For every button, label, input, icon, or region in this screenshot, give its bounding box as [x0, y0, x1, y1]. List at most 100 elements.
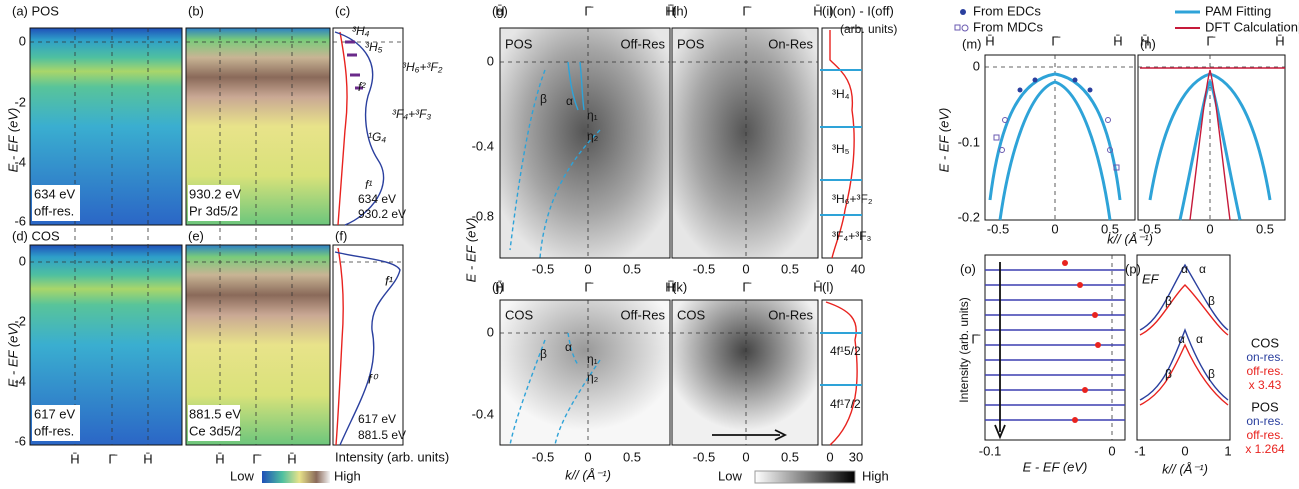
tick-label: 0 [584, 449, 591, 464]
map-h [672, 28, 818, 258]
label: 4f¹5/2 [830, 344, 861, 358]
tick-label: -0.5 [693, 261, 715, 276]
label: β [1208, 294, 1215, 308]
panel-label: (e) [188, 228, 204, 243]
label: Pr 3d5/2 [189, 203, 238, 218]
colorbar-title: Intensity (arb. units) [335, 449, 449, 464]
label: η₁ [587, 108, 598, 122]
tick-label: -0.4 [472, 406, 494, 421]
label: η₂ [587, 370, 599, 384]
tick-label: -0.5 [987, 221, 1009, 236]
panel-label: (f) [335, 228, 347, 243]
label: x 1.264 [1245, 442, 1285, 456]
tick-label: -0.8 [472, 208, 494, 223]
tick-label: 30 [849, 449, 863, 464]
label: ³F₄+³F₃ [832, 229, 872, 243]
tick-label: 0 [584, 261, 591, 276]
panel-label: (l) [822, 279, 834, 294]
curves [334, 30, 1285, 446]
label: α [1181, 262, 1188, 276]
label: 634 eV [358, 192, 396, 206]
tick-label: -1 [1134, 443, 1146, 458]
tick-label: H̄ [215, 451, 224, 466]
label: COS [1251, 335, 1280, 350]
tick-label: 0 [973, 58, 980, 73]
label: POS [677, 36, 705, 51]
tick-label: -0.5 [532, 449, 554, 464]
tick-label: H̄ [813, 279, 822, 294]
label: POS [505, 36, 533, 51]
panel-label: (a) POS [12, 3, 59, 18]
panel-label: (i) [822, 3, 834, 18]
panel-label: (n) [1140, 36, 1156, 51]
tick-label: -0.1 [958, 134, 980, 149]
label: 930.2 eV [189, 186, 241, 201]
tick-label: H̄ [143, 451, 152, 466]
label: α [1199, 262, 1206, 276]
label: ³H₅ [365, 40, 383, 54]
panel-label: (b) [188, 3, 204, 18]
label: On-Res [768, 307, 813, 322]
panel-label: (o) [960, 261, 976, 276]
tick-label: 40 [851, 261, 865, 276]
tick-label: Γ̄ [742, 279, 751, 294]
label: Off-Res [620, 307, 665, 322]
label: ³H₅ [832, 142, 850, 156]
label: k// (Å⁻¹) [1162, 461, 1208, 476]
tick-label: 0 [19, 33, 26, 48]
label: E - EF (eV) [463, 218, 478, 283]
tick-label: H̄ [813, 3, 822, 18]
label: off-res. [34, 203, 74, 218]
panel-label: (d) COS [12, 228, 60, 243]
tick-label: 0 [826, 449, 833, 464]
label: f² [358, 80, 366, 94]
label: E - EF (eV) [1023, 459, 1088, 474]
tick-label: H̄ [665, 279, 674, 294]
label: ³F₄+³F₃ [392, 107, 431, 121]
tick-label: 0.5 [781, 449, 799, 464]
label: α [565, 340, 572, 354]
tick-label: 1 [1224, 443, 1231, 458]
panel-label: (h) [672, 3, 688, 18]
label: off-res. [34, 423, 74, 438]
tick-label: H̄ [1113, 33, 1122, 48]
label: I(on) - I(off) [829, 3, 894, 18]
tick-label: Γ̄ [252, 451, 261, 466]
label: (arb. units) [840, 22, 897, 36]
label: ³H₄ [352, 24, 370, 38]
tick-label: H̄ [985, 33, 994, 48]
label: f¹ [365, 178, 372, 192]
panel-label: (p) [1125, 261, 1141, 276]
tick-label: Γ̄ [584, 279, 593, 294]
panel-label: (m) [962, 36, 982, 51]
tick-label: Γ̄ [584, 3, 593, 18]
tick-label: 0 [1108, 443, 1115, 458]
label: α [1196, 332, 1203, 346]
tick-label: 0.5 [623, 449, 641, 464]
tick-label: H̄ [70, 451, 79, 466]
frames [29, 27, 1286, 446]
panel-label: (j) [492, 279, 504, 294]
tick-label: H̄ [1275, 33, 1284, 48]
tick-label: -6 [14, 213, 26, 228]
tick-label: Γ̄ [742, 3, 751, 18]
label: β [540, 92, 547, 106]
label: 617 eV [34, 406, 76, 421]
tick-label: -0.4 [472, 138, 494, 153]
label: On-Res [768, 36, 813, 51]
tick-label: Γ̄ [108, 451, 117, 466]
tick-label: H̄ [495, 279, 504, 294]
label: High [862, 468, 889, 483]
label: off-res. [1246, 428, 1283, 442]
legend-entry: DFT Calculation[32] [1205, 19, 1299, 34]
guides [30, 28, 1285, 445]
tick-label: H̄ [667, 279, 676, 294]
label: β [540, 347, 547, 361]
map-j [500, 300, 670, 445]
panel-label: (c) [335, 3, 350, 18]
label: High [334, 468, 361, 483]
tick-label: 0 [487, 53, 494, 68]
label: ³H₄ [832, 87, 850, 101]
tick-label: 0 [742, 261, 749, 276]
tick-label: 0 [19, 253, 26, 268]
